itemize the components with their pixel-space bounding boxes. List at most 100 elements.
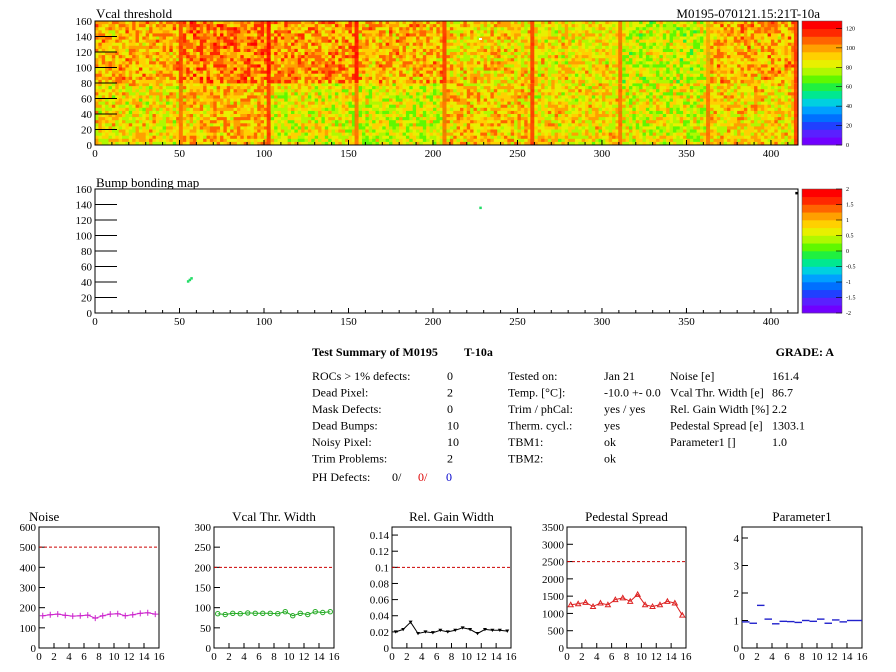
- x-tick-label: 10: [284, 651, 296, 663]
- x-tick-label: 10: [461, 651, 473, 663]
- x-tick-label: 8: [449, 651, 455, 663]
- parameter-row-value: 161.4: [772, 369, 799, 383]
- y-tick-label: 40: [81, 277, 93, 289]
- data-point: [619, 594, 627, 601]
- y-tick-label: 40: [81, 109, 93, 121]
- test-condition-row-label: Therm. cycl.:: [508, 419, 572, 433]
- defect-row-value: 2: [447, 452, 453, 466]
- y-tick-label: 1500: [542, 591, 565, 603]
- series-line: [42, 612, 156, 619]
- data-point: [84, 612, 91, 619]
- parameter-row-value: 2.2: [772, 402, 787, 416]
- defect-row-value: 0: [447, 402, 453, 416]
- z-tick-label: -0.5: [846, 265, 856, 271]
- bump-color-scale: -2 -1.5 -1 -0.5 0 0.5 1 1.5 2: [801, 187, 856, 317]
- plot-title: Vcal Thr. Width: [232, 509, 316, 524]
- x-tick-label: 12: [827, 651, 838, 663]
- roc-block-1-4: [446, 21, 535, 84]
- data-point: [482, 627, 487, 632]
- x-tick-label: 4: [594, 651, 600, 663]
- x-tick-label: 200: [425, 148, 442, 160]
- bump-defect-point: [479, 206, 482, 210]
- roc-block-0-5: [534, 83, 623, 146]
- data-point: [611, 596, 619, 603]
- y-tick-label: 200: [195, 562, 212, 574]
- x-tick-label: 16: [681, 651, 693, 663]
- plot-frame: [566, 526, 687, 649]
- data-point: [69, 613, 76, 620]
- roc-block-1-2: [270, 21, 360, 84]
- y-tick-label: 0: [559, 643, 565, 655]
- x-tick-label: 0: [564, 651, 570, 663]
- y-tick-label: 4: [734, 533, 740, 545]
- y-tick-label: 160: [76, 16, 93, 28]
- bump-map-title: Bump bonding map: [96, 175, 199, 190]
- bump-defect-point: [190, 277, 193, 280]
- z-tick-label: 80: [846, 65, 852, 71]
- z-tick-label: 0.5: [846, 234, 854, 240]
- roc-block-0-0: [95, 83, 184, 146]
- roc-block-1-7: [710, 21, 799, 84]
- x-tick-label: 2: [579, 651, 585, 663]
- roc-block-0-3: [358, 83, 447, 146]
- data-point: [641, 601, 649, 608]
- y-tick-label: 2000: [542, 574, 565, 586]
- x-tick-label: 0: [739, 651, 745, 663]
- module-id-label: M0195-070121.15:21T-10a: [676, 6, 820, 21]
- x-tick-label: 12: [476, 651, 487, 663]
- y-tick-label: 2500: [542, 557, 565, 569]
- y-tick-label: 80: [81, 246, 93, 258]
- data-point: [582, 598, 589, 605]
- data-point: [39, 612, 46, 619]
- bump-defect-point: [795, 191, 798, 195]
- data-point: [505, 629, 510, 633]
- x-tick-label: 14: [139, 651, 151, 663]
- x-tick-label: 16: [506, 651, 518, 663]
- ph-defects-value-2: 0/: [418, 470, 428, 484]
- x-tick-label: 4: [769, 651, 775, 663]
- hot-pixel: [479, 38, 482, 40]
- data-point: [649, 602, 656, 610]
- x-tick-label: 12: [651, 651, 662, 663]
- parameter-row-value: 1.0: [772, 435, 787, 449]
- y-tick-label: 300: [195, 522, 212, 534]
- roc-block-0-7: [710, 83, 799, 146]
- data-point: [92, 615, 99, 622]
- data-point: [453, 628, 458, 633]
- y-tick-label: 1000: [542, 608, 565, 620]
- grade-label: GRADE: A: [776, 345, 835, 359]
- y-tick-label: 400: [20, 562, 37, 574]
- y-tick-label: 120: [76, 215, 93, 227]
- plot-title: Rel. Gain Width: [409, 509, 494, 524]
- y-tick-label: 0.02: [370, 627, 389, 639]
- data-point: [222, 611, 228, 618]
- y-tick-label: 100: [76, 63, 93, 75]
- parameter-row-label: Rel. Gain Width [%]: [670, 402, 769, 416]
- x-tick-label: 150: [340, 316, 357, 328]
- data-point: [589, 602, 597, 610]
- plot-frame: [213, 526, 335, 649]
- y-tick-label: 0.12: [370, 546, 389, 558]
- x-tick-label: 0: [92, 316, 98, 328]
- x-tick-label: 50: [174, 148, 186, 160]
- y-tick-label: 2: [734, 588, 740, 600]
- y-tick-label: 140: [76, 32, 93, 44]
- bump-map-background: [95, 189, 798, 313]
- data-point: [664, 597, 671, 604]
- test-condition-row-label: Temp. [°C]:: [508, 386, 565, 400]
- pedestal-spread-plot: Pedestal Spread 0 500 1000 1500 2000 2500 3000 3…: [542, 509, 692, 663]
- x-tick-label: 250: [509, 148, 526, 160]
- data-point: [634, 590, 642, 597]
- x-tick-label: 2: [754, 651, 760, 663]
- x-tick-label: 0: [36, 651, 42, 663]
- data-point: [152, 611, 159, 618]
- y-tick-label: 100: [195, 603, 212, 615]
- roc-block-1-1: [182, 21, 272, 84]
- y-tick-label: 500: [20, 542, 37, 554]
- summary-title: Test Summary of M0195: [312, 345, 438, 359]
- z-tick-label: 100: [846, 46, 855, 52]
- y-tick-label: 300: [20, 583, 37, 595]
- z-tick-label: 0: [846, 143, 849, 149]
- roc-block-0-1: [182, 83, 272, 146]
